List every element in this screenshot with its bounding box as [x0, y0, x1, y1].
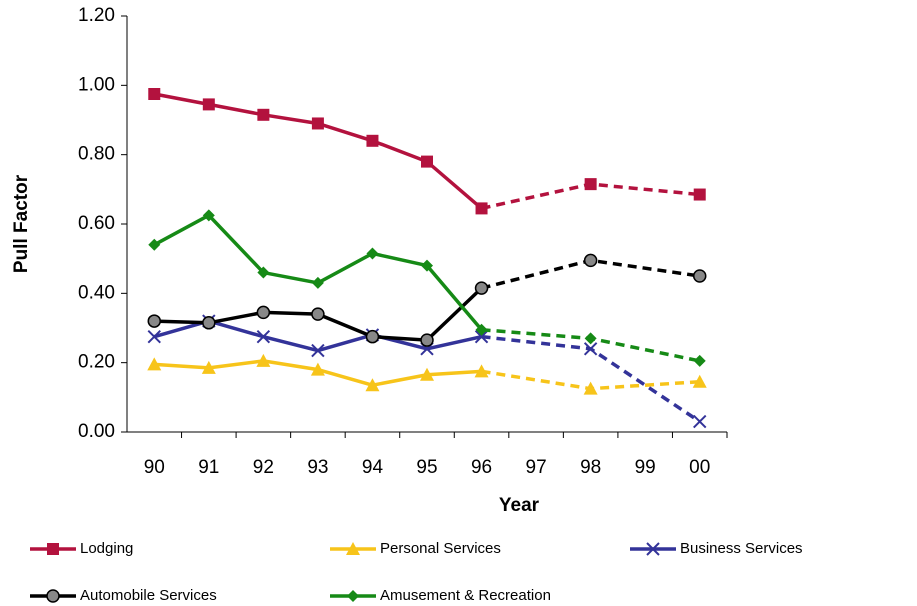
marker — [202, 98, 215, 111]
marker — [147, 357, 162, 371]
y-tick-label: 1.20 — [78, 5, 115, 26]
marker — [474, 281, 489, 295]
legend-label: Lodging — [80, 540, 133, 557]
y-tick-label: 1.00 — [78, 74, 115, 95]
marker — [256, 329, 271, 344]
marker — [311, 276, 324, 289]
marker — [310, 362, 325, 376]
legend-label: Amusement & Recreation — [380, 587, 551, 604]
series — [147, 253, 707, 347]
series — [148, 209, 706, 367]
y-tick-label: 0.80 — [78, 144, 115, 165]
marker — [583, 381, 598, 395]
x-tick-label: 94 — [362, 457, 384, 478]
series — [147, 314, 707, 429]
marker — [365, 378, 380, 392]
series — [147, 353, 707, 395]
x-tick-label: 91 — [198, 457, 219, 478]
x-tick-label: 93 — [307, 457, 328, 478]
marker — [147, 329, 161, 344]
x-tick-label: 95 — [416, 457, 437, 478]
x-axis-title: Year — [499, 495, 540, 516]
marker — [475, 323, 488, 336]
marker — [256, 353, 271, 367]
marker — [420, 333, 434, 347]
marker — [257, 266, 270, 279]
marker — [474, 329, 489, 344]
marker — [201, 360, 216, 374]
marker — [148, 238, 161, 251]
marker — [148, 88, 161, 100]
x-tick-label: 99 — [635, 457, 656, 478]
marker — [256, 305, 271, 320]
marker — [347, 590, 359, 602]
y-tick-label: 0.40 — [78, 282, 115, 303]
x-tick-label: 98 — [580, 457, 601, 478]
y-tick-label: 0.60 — [78, 213, 115, 234]
x-tick-label: 96 — [471, 457, 492, 478]
marker — [421, 259, 433, 272]
series-line — [153, 92, 483, 210]
x-tick-label: 92 — [253, 457, 274, 478]
y-tick-label: 0.00 — [78, 421, 115, 442]
x-tick-label: 90 — [144, 457, 165, 478]
marker — [202, 209, 215, 222]
marker — [475, 202, 488, 215]
y-axis-title: Pull Factor — [11, 174, 32, 273]
marker — [311, 307, 325, 321]
marker — [692, 269, 707, 283]
series — [148, 88, 706, 215]
marker — [346, 542, 360, 555]
marker — [583, 253, 598, 268]
marker — [47, 543, 59, 555]
legend-label: Automobile Services — [80, 587, 217, 604]
legend-label: Business Services — [680, 540, 803, 557]
marker — [693, 188, 706, 201]
legend-label: Personal Services — [380, 540, 501, 557]
marker — [693, 354, 706, 367]
marker — [584, 178, 597, 191]
marker — [584, 332, 597, 345]
marker — [147, 314, 162, 328]
marker — [366, 247, 379, 260]
marker — [365, 329, 380, 344]
marker — [474, 364, 489, 378]
marker — [366, 134, 379, 147]
y-tick-label: 0.20 — [78, 352, 115, 373]
marker — [257, 108, 270, 121]
x-tick-label: 97 — [526, 457, 547, 478]
marker — [420, 367, 434, 381]
marker — [46, 589, 60, 603]
marker — [311, 117, 324, 130]
x-tick-label: 00 — [689, 457, 710, 478]
marker — [311, 343, 325, 358]
marker — [583, 342, 598, 356]
marker — [692, 374, 707, 388]
marker — [693, 414, 707, 429]
marker — [202, 316, 216, 330]
marker — [646, 542, 660, 556]
marker — [421, 155, 433, 168]
